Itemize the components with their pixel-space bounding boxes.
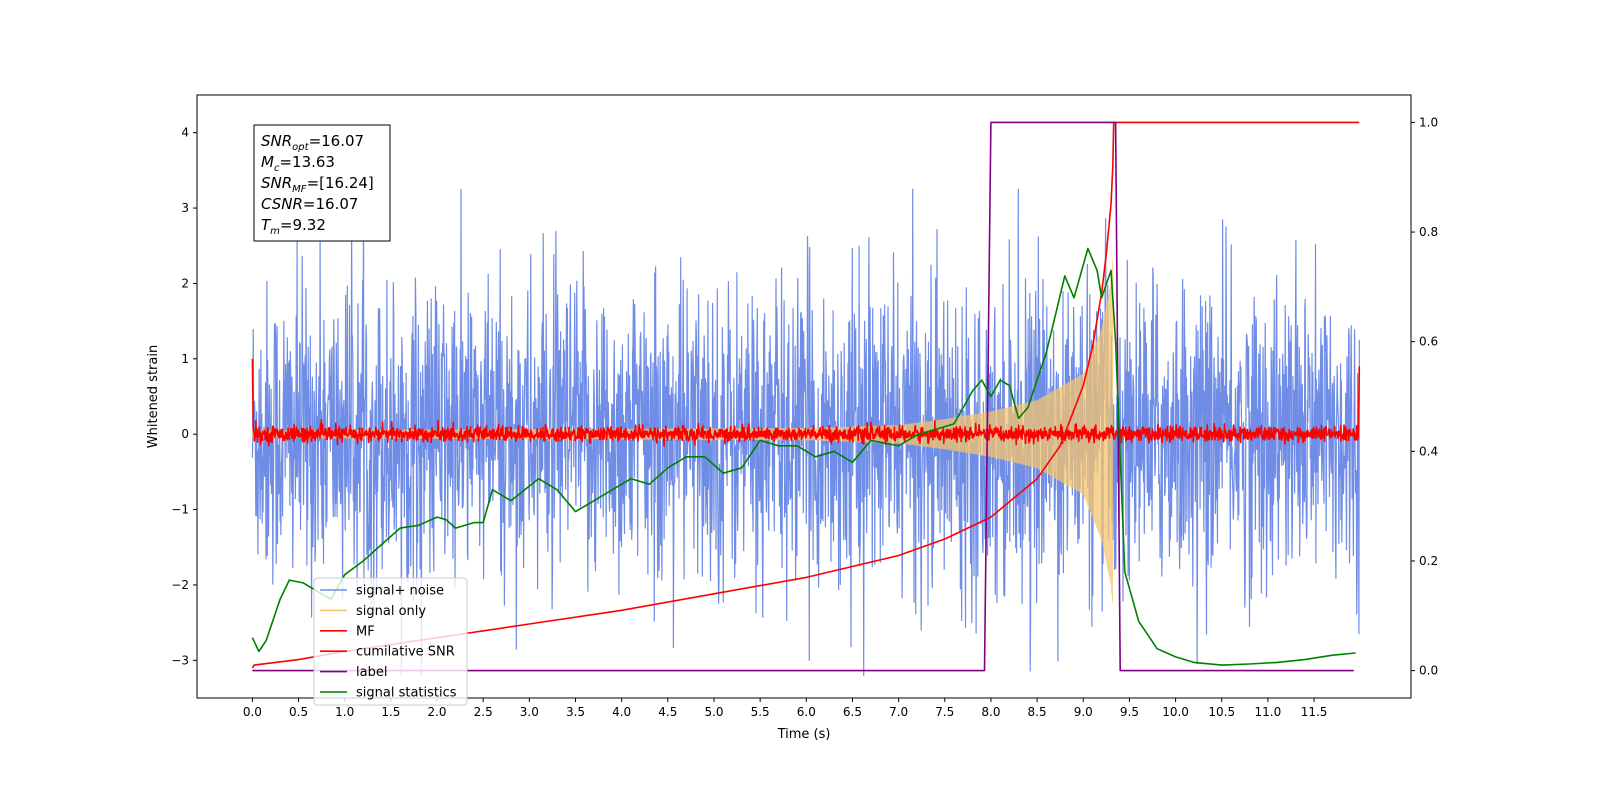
x-tick-label: 0.0 [243,705,262,719]
x-tick-label: 1.5 [381,705,400,719]
series-signal-noise-line [251,188,1360,676]
legend-label: signal only [356,604,426,619]
series-signal-statistics-line [251,247,1356,666]
y-tick-label: 4 [181,126,189,140]
y-tick-label: 2 [181,276,189,290]
x-tick-label: 10.0 [1162,705,1189,719]
y2-tick-label: 0.6 [1419,335,1438,349]
x-tick-label: 9.0 [1074,705,1093,719]
y2-tick-label: 1.0 [1419,115,1438,129]
info-line: Tm=9.32 [261,216,326,237]
x-tick-label: 1.0 [335,705,354,719]
info-box: SNRopt=16.07Mc=13.63SNRMF=[16.24]CSNR=16… [253,124,391,242]
x-tick-label: 8.0 [981,705,1000,719]
y-tick-label: −1 [171,503,189,517]
x-tick-label: 4.5 [658,705,677,719]
y-axis-left: −3 −2 −1 0 1 2 3 4 [171,126,197,667]
y-tick-label: 0 [181,427,189,441]
info-line: Mc=13.63 [261,153,335,174]
info-line: SNRMF=[16.24] [261,174,374,195]
legend: signal+ noise signal only MF cumilative SNR… [313,577,468,706]
x-axis-label: Time (s) [777,727,831,742]
y-tick-label: −2 [171,578,189,592]
legend-label: MF [356,624,375,639]
y2-tick-label: 0.0 [1419,664,1438,678]
y-axis-label: Whitened strain [146,345,161,448]
legend-label: cumilative SNR [356,645,455,660]
info-line: CSNR=16.07 [261,195,358,213]
x-tick-label: 5.0 [704,705,723,719]
x-tick-label: 9.5 [1120,705,1139,719]
x-tick-label: 6.0 [797,705,816,719]
x-tick-label: 11.0 [1255,705,1282,719]
info-box-frame [253,124,391,242]
x-tick-label: 7.0 [889,705,908,719]
x-tick-label: 2.0 [427,705,446,719]
x-tick-label: 0.5 [289,705,308,719]
x-tick-label: 2.5 [474,705,493,719]
x-tick-label: 3.0 [520,705,539,719]
y-tick-label: 3 [181,201,189,215]
y-tick-label: −3 [171,653,189,667]
axes-frame [196,94,1412,699]
x-tick-label: 10.5 [1208,705,1235,719]
x-axis: 0.0 0.5 1.0 1.5 2.0 2.5 3.0 3.5 4.0 4.5 5.0 5.5 6.0 6… [243,698,1328,719]
series-label-line [252,121,1354,672]
y2-tick-label: 0.4 [1419,444,1438,458]
x-tick-label: 3.5 [566,705,585,719]
y-tick-label: 1 [181,352,189,366]
info-line: SNRopt=16.07 [261,132,364,153]
y-axis-right: 0.0 0.2 0.4 0.6 0.8 1.0 [1411,115,1438,678]
series-mf-line [251,358,1361,447]
x-tick-label: 6.5 [843,705,862,719]
x-tick-label: 7.5 [935,705,954,719]
x-tick-label: 11.5 [1301,705,1328,719]
legend-label: label [356,665,387,680]
legend-label: signal+ noise [356,584,444,599]
legend-label: signal statistics [356,686,457,701]
x-tick-label: 5.5 [751,705,770,719]
legend-frame [313,577,468,706]
x-tick-label: 8.5 [1028,705,1047,719]
y2-tick-label: 0.8 [1419,225,1438,239]
y2-tick-label: 0.2 [1419,554,1438,568]
x-tick-label: 4.0 [612,705,631,719]
